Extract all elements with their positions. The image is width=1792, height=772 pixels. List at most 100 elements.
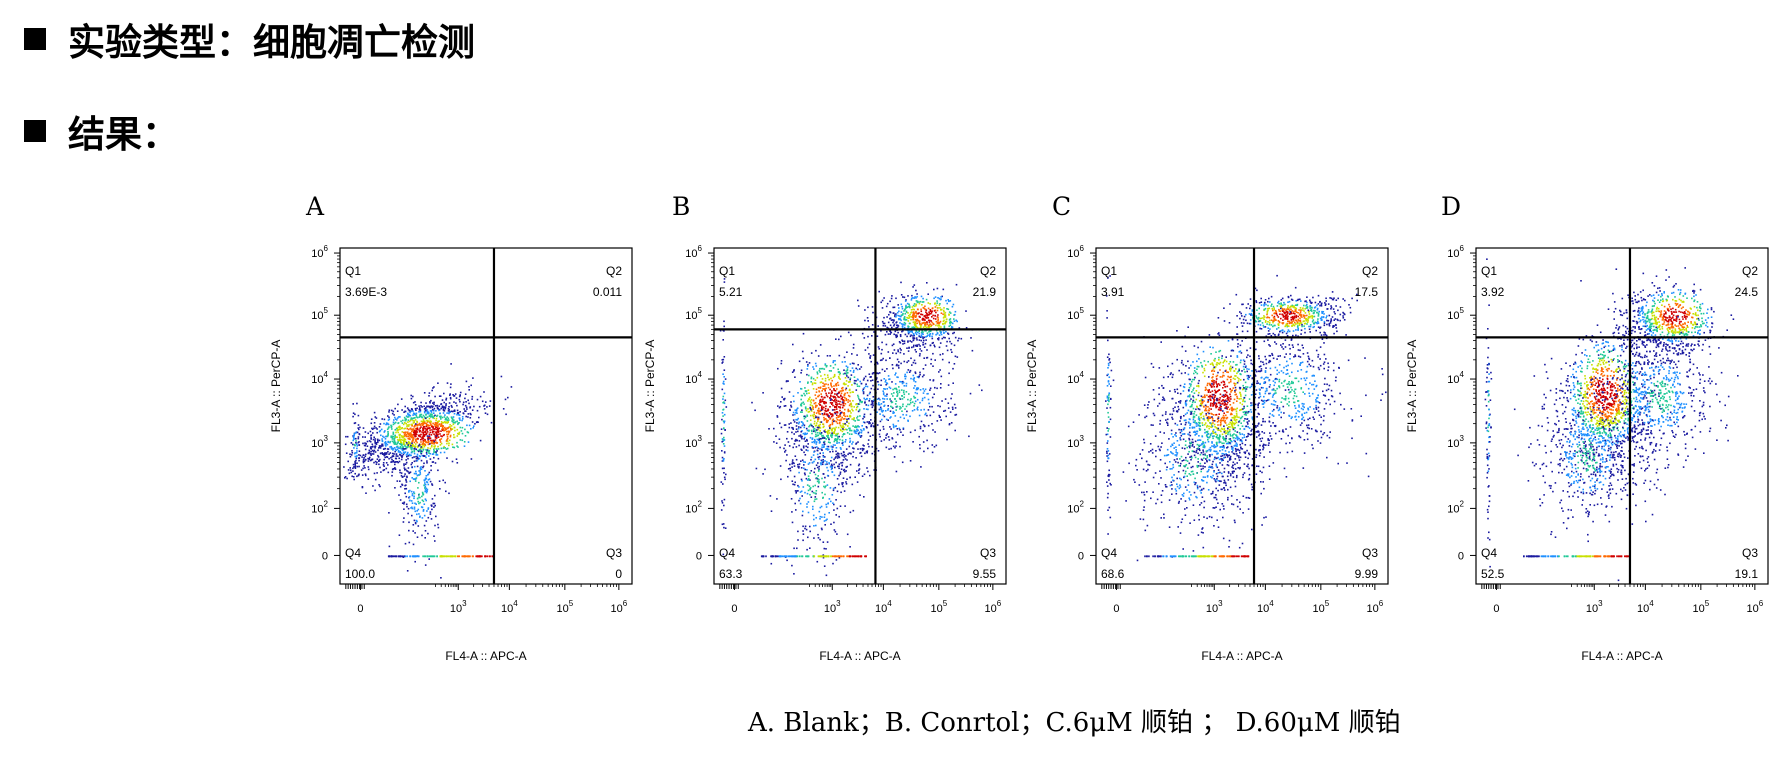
event-dot (423, 416, 426, 418)
event-dot (369, 459, 372, 462)
event-dot (376, 428, 378, 430)
event-dot (908, 305, 911, 307)
event-dot (849, 511, 852, 514)
event-dot (459, 394, 461, 397)
event-dot (953, 320, 956, 322)
x-tick-label: 106 (985, 599, 1002, 615)
event-dot (872, 403, 874, 405)
event-dot (891, 344, 894, 347)
event-dot (349, 469, 352, 471)
event-dot (477, 555, 479, 558)
event-dot (1232, 387, 1235, 389)
event-dot (916, 318, 919, 321)
event-dot (828, 462, 830, 464)
event-dot (444, 447, 446, 449)
event-dot (835, 411, 838, 413)
event-dot (786, 431, 789, 433)
event-dot (935, 444, 938, 447)
event-dot (862, 428, 865, 430)
event-dot (882, 414, 884, 417)
event-dot (950, 342, 953, 345)
event-dot (812, 485, 814, 488)
event-dot (450, 410, 453, 413)
event-dot (938, 416, 941, 418)
event-dot (815, 412, 818, 414)
event-dot (854, 476, 856, 478)
event-dot (370, 454, 372, 456)
event-dot (848, 389, 851, 391)
event-dot (827, 469, 829, 472)
event-dot (904, 313, 907, 315)
event-dot (914, 321, 916, 323)
event-dot (845, 428, 847, 431)
event-dot (399, 469, 401, 471)
event-dot (369, 430, 372, 433)
event-dot (919, 300, 922, 303)
event-dot (412, 414, 414, 416)
event-dot (1223, 489, 1226, 491)
event-dot (393, 555, 395, 558)
event-dot (424, 478, 427, 481)
event-dots (719, 278, 983, 577)
event-dot (886, 433, 888, 435)
event-dot (855, 432, 858, 435)
event-dot (426, 427, 429, 430)
event-dot (865, 408, 868, 410)
event-dot (450, 363, 452, 365)
event-dot (873, 469, 875, 471)
event-dot (889, 398, 891, 401)
event-dot (918, 302, 921, 305)
event-dot (812, 408, 814, 410)
event-dot (429, 406, 431, 409)
event-dot (897, 350, 899, 353)
event-dot (365, 492, 367, 494)
event-dot (368, 449, 371, 452)
event-dot (407, 455, 410, 457)
event-dot (908, 314, 910, 317)
event-dot (485, 401, 487, 403)
event-dot (943, 325, 946, 328)
event-dot (871, 422, 874, 425)
event-dot (722, 440, 724, 442)
event-dot (1216, 384, 1219, 387)
event-dot (812, 454, 815, 456)
event-dot (803, 415, 805, 418)
event-dot (404, 418, 407, 420)
event-dot (949, 320, 952, 323)
event-dot (803, 438, 805, 440)
event-dot (812, 505, 814, 508)
event-dot (930, 324, 933, 326)
event-dot (387, 471, 390, 474)
event-dot (415, 435, 417, 437)
event-dot (823, 368, 826, 370)
event-dot (791, 466, 793, 468)
event-dot (834, 389, 837, 392)
event-dot (801, 411, 803, 413)
event-dot (446, 447, 449, 450)
event-dot (822, 452, 824, 454)
event-dot (890, 400, 892, 402)
event-dot (853, 369, 855, 372)
event-dot (722, 438, 724, 441)
event-dot (879, 435, 881, 438)
event-dot (845, 448, 848, 450)
event-dot (423, 555, 426, 558)
event-dot (785, 459, 787, 462)
event-dot (471, 421, 474, 423)
event-dot (399, 443, 401, 445)
event-dot (1245, 410, 1248, 413)
event-dot (796, 407, 799, 409)
event-dot (510, 386, 513, 388)
event-dot (507, 396, 509, 399)
event-dot (410, 394, 412, 397)
event-dot (861, 449, 864, 452)
event-dot (401, 502, 404, 504)
event-dot (1180, 417, 1182, 420)
event-dot (827, 433, 829, 435)
event-dot (928, 334, 931, 336)
event-dot (385, 462, 388, 464)
event-dot (1237, 343, 1239, 345)
event-dot (396, 461, 398, 463)
event-dot (796, 547, 798, 550)
event-dot (420, 446, 422, 448)
